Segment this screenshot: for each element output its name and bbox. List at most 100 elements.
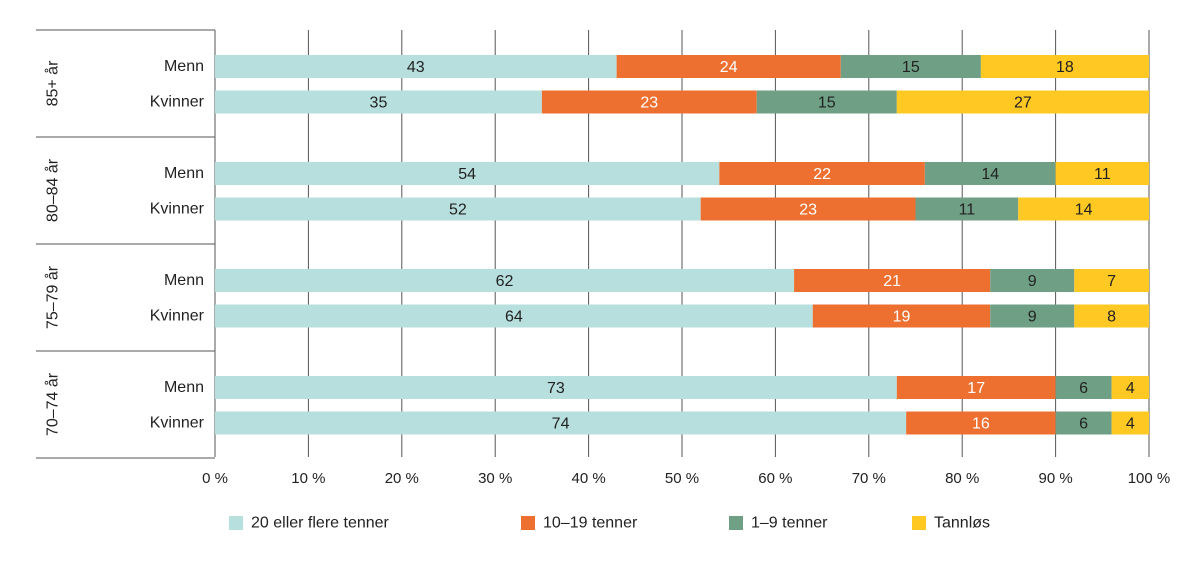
bar-segment (215, 197, 701, 221)
legend-label: 10–19 tenner (543, 515, 638, 532)
category-label: Menn (164, 58, 204, 75)
bar-segment (215, 269, 795, 292)
category-label: Kvinner (150, 308, 205, 325)
legend-label: 1–9 tenner (751, 515, 828, 532)
x-tick-label: 70 % (852, 470, 886, 487)
bar-segment (1074, 269, 1149, 292)
data-label: 21 (883, 273, 901, 290)
data-label: 22 (813, 166, 831, 183)
data-label: 6 (1079, 380, 1088, 397)
x-tick-label: 20 % (385, 470, 419, 487)
bar-segment (840, 55, 981, 78)
data-label: 15 (818, 95, 836, 112)
bar-segment (756, 90, 897, 114)
bar-segment (700, 197, 916, 221)
x-tick-label: 10 % (291, 470, 325, 487)
data-label: 8 (1107, 309, 1116, 326)
data-label: 64 (505, 309, 523, 326)
group-dividers (36, 29, 215, 459)
group-label: 85+ år (44, 60, 62, 106)
data-label: 7 (1107, 273, 1116, 290)
bar-segment (1018, 197, 1149, 221)
data-label: 18 (1056, 59, 1074, 76)
data-label: 14 (981, 166, 999, 183)
category-label: Menn (164, 165, 204, 182)
bar-segment (215, 304, 813, 328)
bar-segment (215, 376, 897, 399)
bar-segment (990, 304, 1075, 328)
legend-label: 20 eller flere tenner (251, 515, 390, 532)
bar-segment (616, 55, 841, 78)
legend-swatch (729, 516, 743, 530)
bar-segment (1074, 304, 1149, 328)
data-label: 74 (552, 416, 570, 433)
group-label: 70–74 år (44, 372, 62, 436)
x-tick-label: 100 % (1128, 470, 1171, 487)
x-axis-ticks: 0 % 10 % 20 % 30 % 40 % 50 % 60 % 70 % 80 % 90 % 1… (202, 470, 1170, 487)
bar-segment (541, 90, 757, 114)
data-label: 4 (1126, 416, 1135, 433)
x-tick-label: 50 % (665, 470, 699, 487)
bar-segment (719, 162, 925, 185)
bar-segment (1111, 376, 1149, 399)
bar-segment (896, 376, 1056, 399)
data-label: 14 (1075, 202, 1093, 219)
x-tick-label: 90 % (1038, 470, 1072, 487)
legend-label: Tannløs (934, 515, 990, 532)
data-label: 62 (496, 273, 514, 290)
legend-swatch (912, 516, 926, 530)
data-label: 11 (1094, 166, 1111, 183)
category-label: Kvinner (150, 94, 205, 111)
category-label: Kvinner (150, 415, 205, 432)
bar-segment (990, 269, 1075, 292)
legend-swatch (521, 516, 535, 530)
data-label: 9 (1028, 273, 1037, 290)
bar-segment (924, 162, 1056, 185)
bar-segment (215, 162, 720, 185)
x-tick-label: 80 % (945, 470, 979, 487)
data-label: 9 (1028, 309, 1037, 326)
data-label: 16 (972, 416, 990, 433)
group-labels: 85+ år 80–84 år 75–79 år 70–74 år (44, 60, 62, 436)
legend: 20 eller flere tenner 10–19 tenner 1–9 ten… (229, 515, 990, 532)
bar-segment (906, 411, 1056, 435)
data-label: 15 (902, 59, 920, 76)
bar-segment (812, 304, 991, 328)
bar-segment (215, 55, 617, 78)
bar-segment (215, 411, 907, 435)
data-label: 52 (449, 202, 467, 219)
category-label: Kvinner (150, 201, 205, 218)
group-label: 75–79 år (44, 265, 62, 329)
data-label: 17 (967, 380, 985, 397)
bar-segment (980, 55, 1149, 78)
data-label: 54 (458, 166, 476, 183)
data-label: 73 (547, 380, 565, 397)
bar-segment (896, 90, 1149, 114)
category-labels: Menn Kvinner Menn Kvinner Menn Kvinner Menn Kvi… (150, 58, 205, 432)
category-label: Menn (164, 379, 204, 396)
bar-segment (794, 269, 991, 292)
x-tick-label: 60 % (758, 470, 792, 487)
x-tick-label: 40 % (571, 470, 605, 487)
legend-swatch (229, 516, 243, 530)
data-label: 43 (407, 59, 425, 76)
data-label: 35 (370, 95, 388, 112)
data-label: 4 (1126, 380, 1135, 397)
x-tick-label: 30 % (478, 470, 512, 487)
data-label: 24 (720, 59, 738, 76)
data-label: 23 (640, 95, 658, 112)
bar-segment (1055, 411, 1112, 435)
category-label: Menn (164, 272, 204, 289)
bar-segment (1055, 162, 1149, 185)
data-label: 6 (1079, 416, 1088, 433)
bar-segment (215, 90, 542, 114)
bar-segment (1055, 376, 1112, 399)
data-label: 27 (1014, 95, 1032, 112)
data-label: 11 (959, 202, 976, 219)
group-label: 80–84 år (44, 158, 62, 222)
data-label: 19 (893, 309, 911, 326)
bar-segment (1111, 411, 1149, 435)
bar-segment (915, 197, 1019, 221)
